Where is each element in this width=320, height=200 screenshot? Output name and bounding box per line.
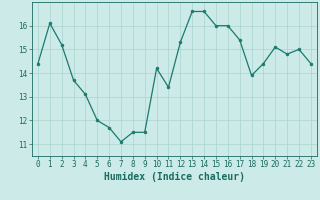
X-axis label: Humidex (Indice chaleur): Humidex (Indice chaleur)	[104, 172, 245, 182]
